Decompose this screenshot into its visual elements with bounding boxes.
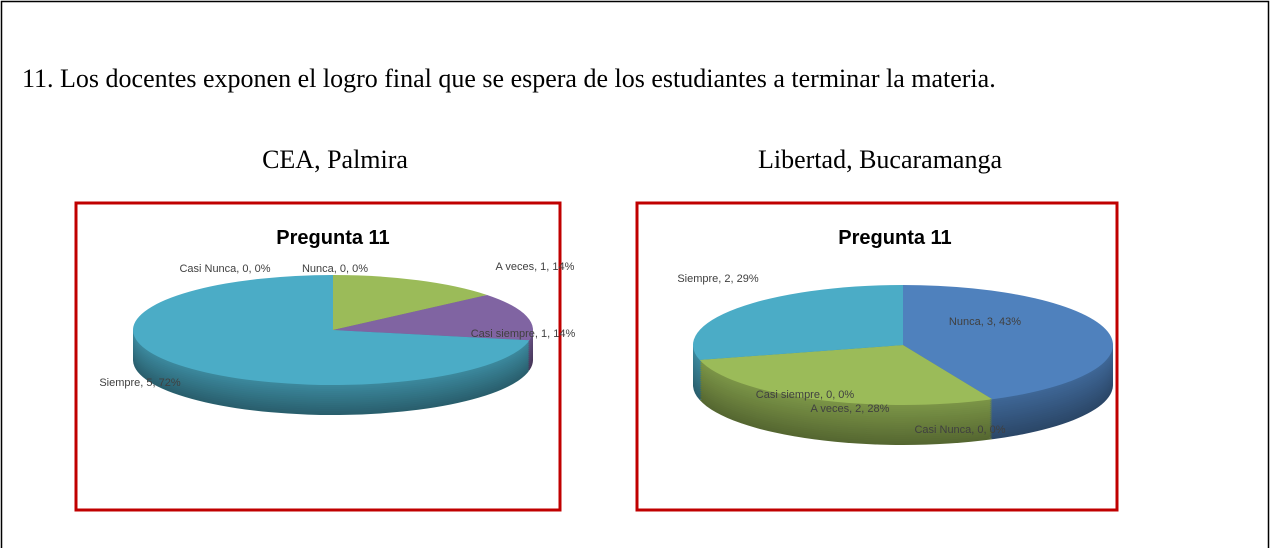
data-label: Siempre, 5, 72%: [99, 377, 181, 389]
pie-slice: [699, 345, 993, 405]
pie-slice: [693, 285, 903, 360]
data-label: Casi Nunca, 0, 0%: [179, 263, 270, 275]
data-label: Casi siempre, 1, 14%: [471, 328, 576, 340]
data-label: Nunca, 3, 43%: [949, 316, 1021, 328]
data-label: Nunca, 0, 0%: [302, 263, 368, 275]
question: 11. Los docentes exponen el logro final …: [22, 64, 996, 93]
subtitle: Libertad, Bucaramanga: [758, 145, 1002, 174]
data-label: Casi siempre, 0, 0%: [756, 389, 855, 401]
pie-slice: [132, 275, 530, 385]
pie-slice: [333, 294, 533, 341]
subtitle: CEA, Palmira: [262, 145, 408, 174]
data-label: Siempre, 2, 29%: [677, 273, 759, 285]
data-label: A veces, 2, 28%: [811, 403, 890, 415]
pie-slice: [903, 285, 1113, 400]
chart-title: Pregunta 11: [276, 227, 389, 249]
pie-slice: [333, 275, 488, 330]
chart-title: Pregunta 11: [838, 227, 951, 249]
data-label: A veces, 1, 14%: [496, 261, 575, 273]
data-label: Casi Nunca, 0, 0%: [914, 424, 1005, 436]
